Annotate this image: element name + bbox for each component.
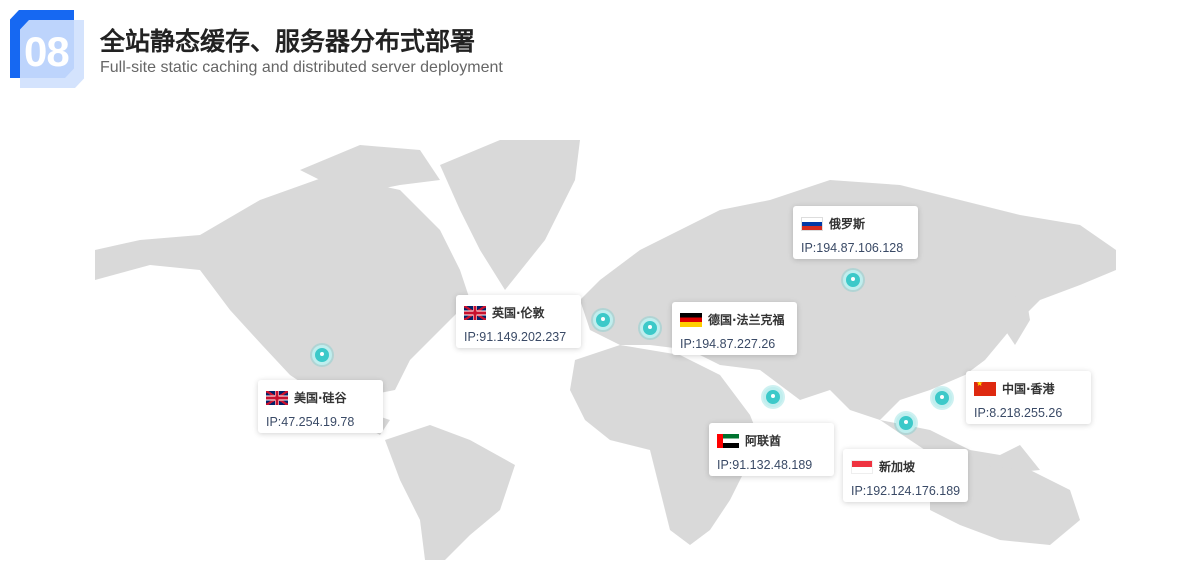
uk-flag-icon (464, 305, 486, 320)
southeast-asia (880, 420, 1040, 475)
page-title: 全站静态缓存、服务器分布式部署 (100, 27, 476, 56)
location-name: 德国·法兰克福 (708, 313, 785, 327)
server-card-silicon-valley: 美国·硅谷 IP:47.254.19.78 (258, 380, 383, 433)
japan (1005, 290, 1030, 345)
server-card-singapore: 新加坡 IP:192.124.176.189 (843, 449, 968, 502)
location-pin-russia[interactable] (843, 270, 863, 290)
page-subtitle: Full-site static caching and distributed… (100, 59, 503, 76)
uae-flag-icon (717, 433, 739, 448)
location-pin-london[interactable] (593, 310, 613, 330)
location-name: 美国·硅谷 (294, 391, 347, 405)
location-name: 英国·伦敦 (492, 306, 545, 320)
server-ip: IP:91.132.48.189 (717, 458, 813, 472)
server-ip: IP:194.87.227.26 (680, 337, 776, 351)
china-flag-icon (974, 381, 996, 396)
location-name: 新加坡 (879, 460, 916, 474)
server-ip: IP:91.149.202.237 (464, 330, 567, 344)
location-name: 中国·香港 (1002, 382, 1055, 396)
south-america (385, 425, 515, 560)
server-card-russia: 俄罗斯 IP:194.87.106.128 (793, 206, 918, 259)
server-card-london: 英国·伦敦 IP:91.149.202.237 (456, 295, 581, 348)
location-name: 阿联酋 (745, 434, 782, 448)
singapore-flag-icon (851, 459, 873, 474)
north-america (95, 175, 470, 435)
location-pin-hong-kong[interactable] (932, 388, 952, 408)
server-card-hong-kong: 中国·香港 IP:8.218.255.26 (966, 371, 1091, 424)
server-ip: IP:192.124.176.189 (851, 484, 961, 498)
server-card-uae: 阿联酋 IP:91.132.48.189 (709, 423, 834, 476)
location-pin-frankfurt[interactable] (640, 318, 660, 338)
section-number-badge: 08 (10, 10, 85, 88)
server-ip: IP:47.254.19.78 (266, 415, 355, 429)
location-name: 俄罗斯 (829, 217, 866, 231)
server-card-frankfurt: 德国·法兰克福 IP:194.87.227.26 (672, 302, 797, 355)
eurasia (580, 180, 1116, 420)
russia-flag-icon (801, 216, 823, 231)
africa (570, 345, 760, 545)
arctic-islands (300, 145, 440, 195)
location-pin-uae[interactable] (763, 387, 783, 407)
location-pin-singapore[interactable] (896, 413, 916, 433)
server-ip: IP:8.218.255.26 (974, 406, 1063, 420)
greenland (440, 140, 580, 290)
germany-flag-icon (680, 312, 702, 327)
server-ip: IP:194.87.106.128 (801, 241, 904, 255)
uk-flag-icon (266, 390, 288, 405)
section-number: 08 (24, 28, 70, 75)
location-pin-silicon-valley[interactable] (312, 345, 332, 365)
